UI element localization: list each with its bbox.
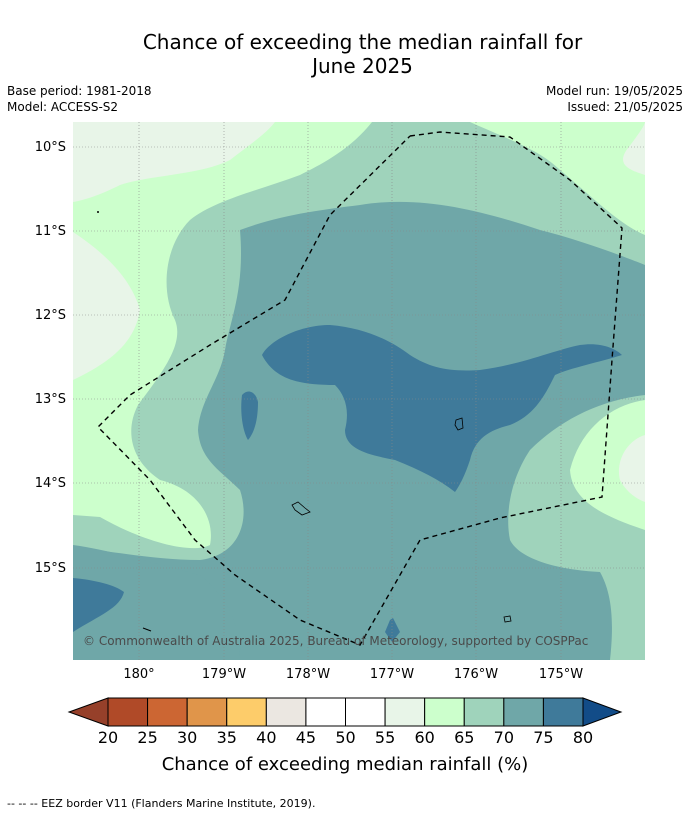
- island-d: [142, 627, 152, 632]
- colorbar-segment: [265, 697, 307, 727]
- lat-label-15s: 15°S: [35, 561, 66, 576]
- band-75-80-small-left: [241, 391, 258, 440]
- band-55-60-top-left: [73, 122, 275, 202]
- title-line-1: Chance of exceeding the median rainfall …: [142, 30, 583, 54]
- colorbar-tick-label: 80: [572, 728, 594, 747]
- colorbar-tick-label: 25: [137, 728, 158, 747]
- band-60-65-small-top: [580, 122, 605, 130]
- lat-label-14s: 14°S: [35, 476, 66, 491]
- latitude-labels: 10°S 11°S 12°S 13°S 14°S 15°S: [35, 140, 66, 576]
- island-a: [454, 417, 464, 431]
- lon-label-175w: 175°W: [539, 667, 583, 682]
- colorbar-label: Chance of exceeding median rainfall (%): [161, 754, 529, 775]
- band-75-80-bottom-left: [73, 578, 124, 632]
- band-75-80-central: [262, 325, 622, 492]
- colorbar-tick-label: 35: [216, 728, 237, 747]
- lon-label-179w: 179°W: [202, 667, 246, 682]
- colorbar-segment: [147, 697, 188, 727]
- map-title: Chance of exceeding the median rainfall …: [0, 30, 690, 78]
- lat-label-11s: 11°S: [35, 224, 66, 239]
- lat-label-13s: 13°S: [35, 392, 66, 407]
- colorbar: [67, 697, 623, 727]
- lon-label-178w: 178°W: [286, 667, 330, 682]
- lat-label-10s: 10°S: [35, 140, 66, 155]
- colorbar-tick-label: 75: [533, 728, 554, 747]
- colorbar-segment: [345, 697, 386, 727]
- colorbar-low-extend: [67, 697, 109, 727]
- colorbar-tick-label: 60: [414, 728, 435, 747]
- meta-right: Model run: 19/05/2025 Issued: 21/05/2025: [546, 83, 683, 115]
- lon-label-180: 180°: [123, 667, 154, 682]
- title-line-2: June 2025: [312, 54, 413, 78]
- colorbar-segment: [107, 697, 149, 727]
- band-75-80-bottom-tip: [385, 618, 400, 642]
- colorbar-segment: [305, 697, 346, 727]
- longitude-labels: 180° 179°W 178°W 177°W 176°W 175°W: [123, 667, 583, 682]
- colorbar-high-extend: [582, 697, 623, 727]
- band-60-65-right: [570, 400, 645, 530]
- band-60-65-top-right: [470, 122, 645, 235]
- band-55-60-left: [73, 232, 140, 380]
- eez-footnote: -- -- -- EEZ border V11 (Flanders Marine…: [7, 797, 316, 810]
- copyright-text: © Commonwealth of Australia 2025, Bureau…: [83, 634, 588, 648]
- colorbar-tick-label: 40: [256, 728, 277, 747]
- colorbar-segment: [226, 697, 267, 727]
- issued-date: Issued: 21/05/2025: [567, 100, 683, 114]
- colorbar-segment: [384, 697, 426, 727]
- band-60-65-top-left: [73, 122, 372, 549]
- colorbar-segment: [186, 697, 228, 727]
- colorbar-tick-label: 20: [97, 728, 119, 747]
- graticule: [73, 122, 645, 660]
- model-name: Model: ACCESS-S2: [7, 100, 119, 114]
- band-55-60-top-right: [623, 122, 645, 175]
- lon-label-177w: 177°W: [370, 667, 414, 682]
- colorbar-tick-label: 65: [454, 728, 475, 747]
- colorbar-segment: [503, 697, 544, 727]
- colorbar-segment: [463, 697, 505, 727]
- colorbar-tick-label: 55: [374, 728, 396, 747]
- island-c: [503, 615, 512, 623]
- colorbar-segment: [424, 697, 465, 727]
- colorbar-tick-label: 45: [295, 728, 317, 747]
- base-period: Base period: 1981-2018: [7, 84, 152, 98]
- colorbar-tick-label: 70: [493, 728, 514, 747]
- lat-label-12s: 12°S: [35, 308, 66, 323]
- colorbar-tick-label: 50: [335, 728, 356, 747]
- meta-left: Base period: 1981-2018 Model: ACCESS-S2: [7, 83, 152, 115]
- band-55-60-right: [618, 435, 645, 502]
- eez-border: [97, 131, 623, 646]
- map-plot-area: [73, 122, 645, 660]
- band-70-75-bottom-left: [73, 545, 240, 660]
- island-b: [291, 501, 311, 516]
- model-run: Model run: 19/05/2025: [545, 84, 683, 98]
- lon-label-176w: 176°W: [454, 667, 498, 682]
- colorbar-segment: [542, 697, 584, 727]
- colorbar-tick-label: 30: [176, 728, 198, 747]
- island-e: [97, 211, 99, 213]
